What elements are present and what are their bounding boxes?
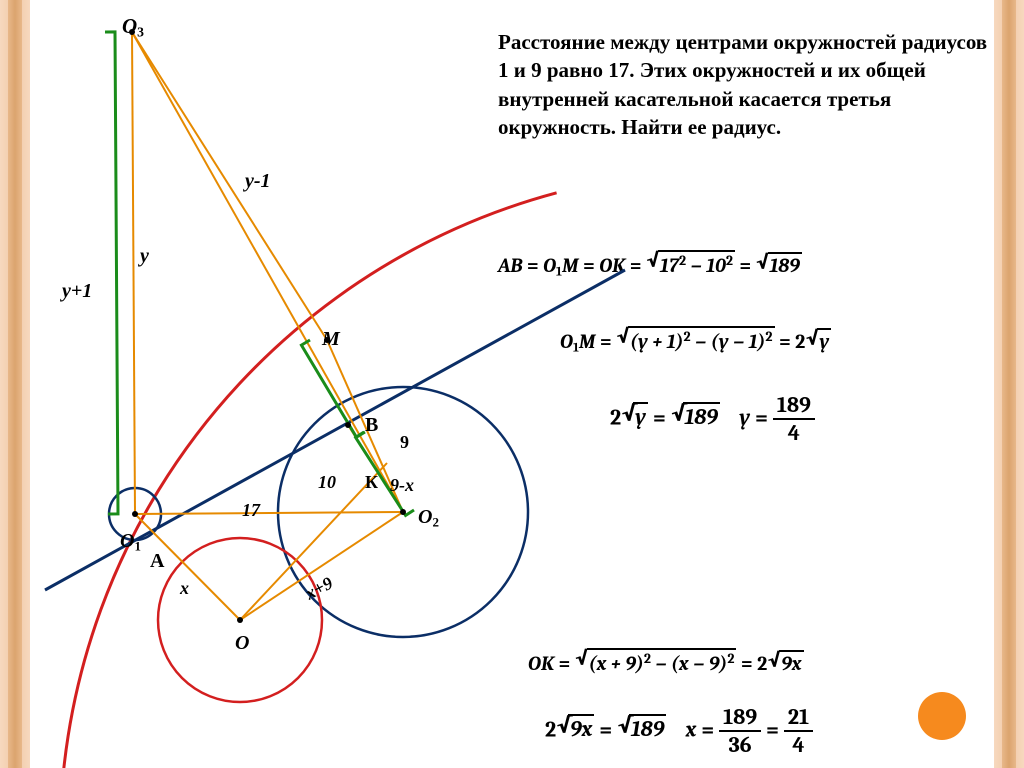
- orange-dot-decoration: [918, 692, 966, 740]
- left-decor: [0, 0, 30, 768]
- diagram-label: O1: [120, 530, 141, 554]
- right-decor: [994, 0, 1024, 768]
- diagram-label: А: [150, 550, 164, 573]
- diagram-label: y+1: [62, 280, 92, 303]
- diagram-label: К: [365, 472, 378, 493]
- diagram-label: O: [235, 632, 249, 655]
- diagram-label: 10: [318, 472, 336, 493]
- diagram-label: O3: [122, 14, 144, 40]
- diagram-label: 9: [400, 432, 409, 453]
- diagram-label: 17: [242, 500, 260, 521]
- diagram-label: O2: [418, 506, 439, 530]
- diagram-label: y: [140, 245, 149, 268]
- geometry-diagram: O3y-1yy+1MВ9К9-x1017O2O1Аxx+9O: [30, 0, 994, 768]
- diagram-label: M: [322, 328, 340, 351]
- diagram-label: 9-x: [390, 475, 414, 496]
- diagram-label: В: [365, 414, 378, 437]
- diagram-label: y-1: [245, 170, 271, 193]
- diagram-label: x: [180, 578, 189, 599]
